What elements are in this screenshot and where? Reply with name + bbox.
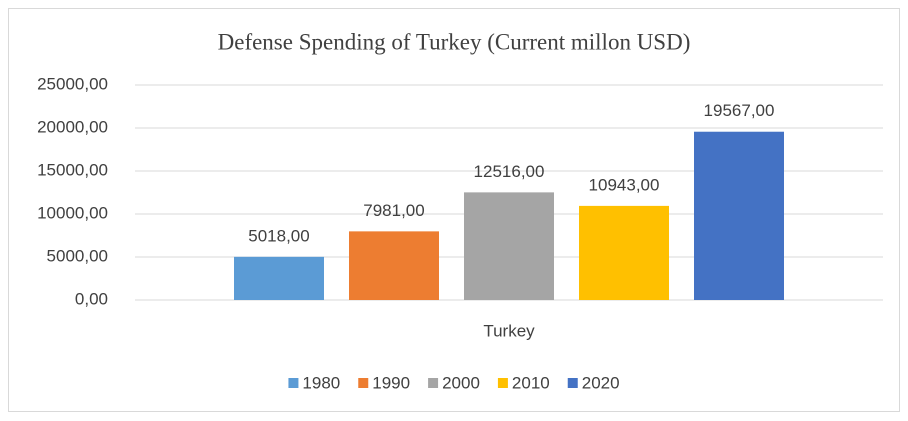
y-tick-label: 20000,00: [37, 117, 108, 136]
bar: [234, 256, 324, 300]
legend-swatch: [497, 378, 508, 388]
legend-swatch: [567, 378, 578, 388]
y-tick-label: 5000,00: [47, 246, 108, 265]
legend-label: 2000: [442, 373, 480, 392]
y-tick-label: 0,00: [75, 289, 108, 308]
data-label: 7981,00: [363, 201, 424, 220]
legend-swatch: [288, 378, 299, 388]
legend-label: 1980: [302, 373, 340, 392]
legend-swatch: [428, 378, 439, 388]
bar: [349, 231, 439, 300]
x-tick-label: Turkey: [483, 321, 535, 340]
chart-title: Defense Spending of Turkey (Current mill…: [218, 29, 691, 54]
bar: [464, 192, 554, 300]
legend-label: 2010: [512, 373, 550, 392]
y-tick-label: 15000,00: [37, 160, 108, 179]
data-label: 5018,00: [248, 226, 309, 245]
y-tick-label: 25000,00: [37, 74, 108, 93]
bar: [694, 131, 784, 300]
legend-swatch: [358, 378, 369, 388]
bar: [579, 205, 669, 300]
data-label: 19567,00: [704, 101, 775, 120]
data-label: 12516,00: [474, 162, 545, 181]
legend-label: 1990: [372, 373, 410, 392]
legend-label: 2020: [582, 373, 620, 392]
data-label: 10943,00: [589, 175, 660, 194]
y-tick-label: 10000,00: [37, 203, 108, 222]
